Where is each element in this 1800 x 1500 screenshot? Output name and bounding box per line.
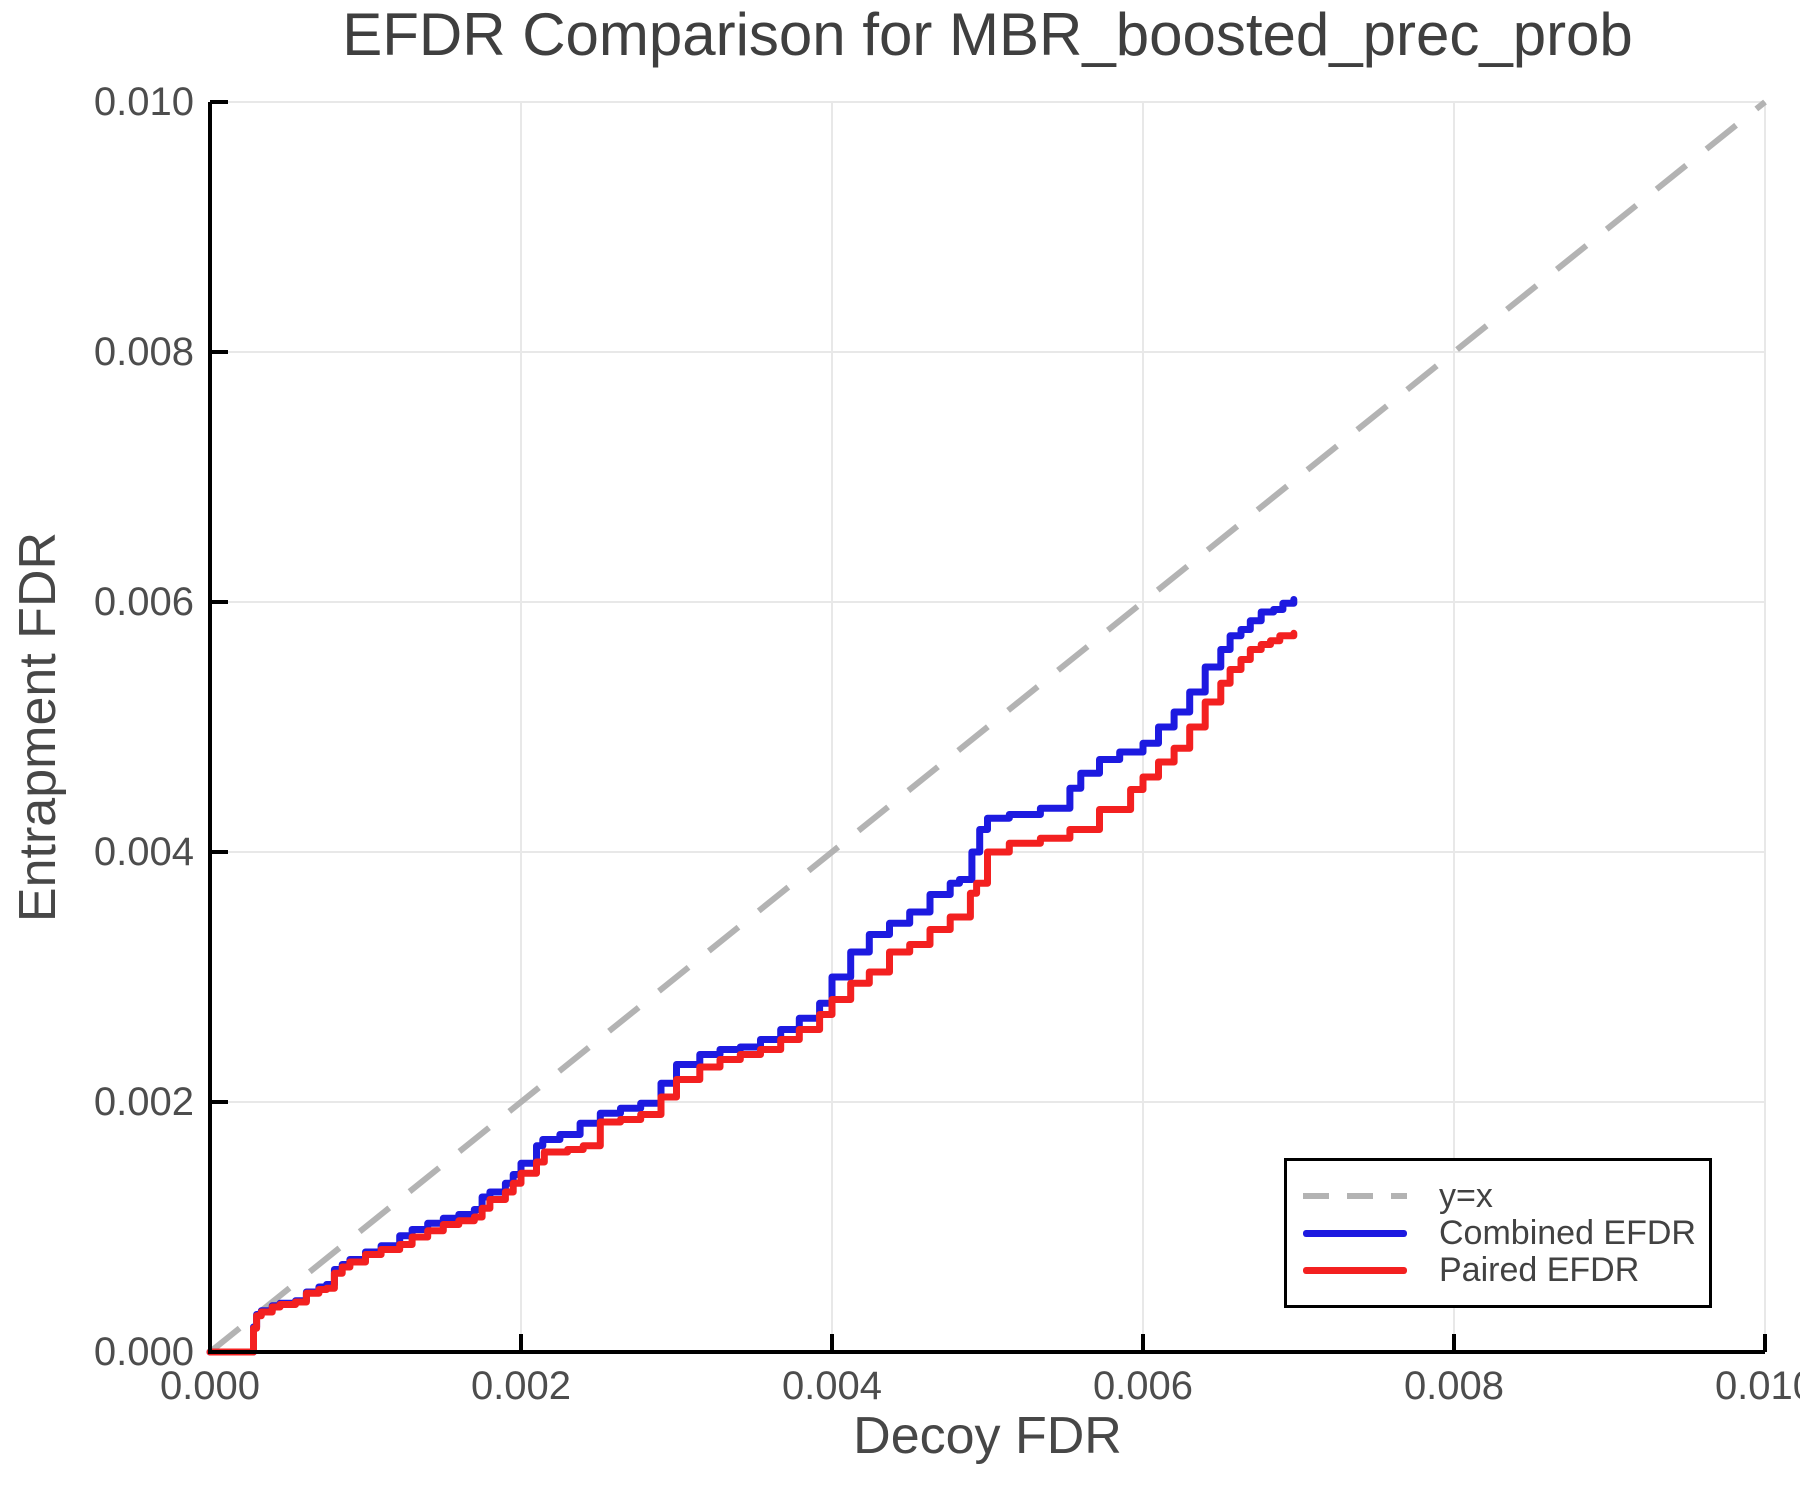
x-tick-label: 0.006: [1092, 1364, 1194, 1408]
x-tick-label: 0.004: [781, 1364, 883, 1408]
series-line-paired-efdr: [206, 629, 1298, 1356]
red-line-sample: [1303, 1266, 1407, 1274]
y-tick-label: 0.008: [93, 330, 194, 374]
legend-row-paired: Paired EFDR: [1303, 1250, 1709, 1289]
x-tick-label: 0.008: [1403, 1364, 1505, 1408]
series-line-combined-efdr: [206, 596, 1298, 1356]
chart-title: EFDR Comparison for MBR_boosted_prec_pro…: [342, 1, 1633, 68]
x-tick-label: 0.002: [470, 1364, 572, 1408]
legend-row-reference: y=x: [1303, 1176, 1709, 1215]
y-tick-label: 0.010: [93, 80, 194, 124]
legend-label: Combined EFDR: [1439, 1213, 1696, 1252]
reference-line-y-equals-x: [208, 99, 1767, 1355]
y-tick-label: 0.006: [93, 580, 194, 624]
legend-label: Paired EFDR: [1439, 1250, 1640, 1289]
x-axis-label: Decoy FDR: [853, 1407, 1122, 1465]
y-axis-label: Entrapment FDR: [9, 531, 67, 923]
legend-box: y=x Combined EFDR Paired EFDR: [1284, 1158, 1712, 1308]
blue-line-sample: [1303, 1229, 1407, 1237]
x-tick-label: 0.000: [159, 1364, 261, 1408]
x-tick-label: 0.010: [1714, 1364, 1800, 1408]
y-tick-label: 0.000: [93, 1330, 194, 1374]
legend-row-combined: Combined EFDR: [1303, 1213, 1709, 1252]
dashed-line-sample: [1303, 1193, 1407, 1199]
y-tick-label: 0.004: [93, 830, 194, 874]
y-tick-label: 0.002: [93, 1080, 194, 1124]
legend-label: y=x: [1439, 1176, 1493, 1215]
